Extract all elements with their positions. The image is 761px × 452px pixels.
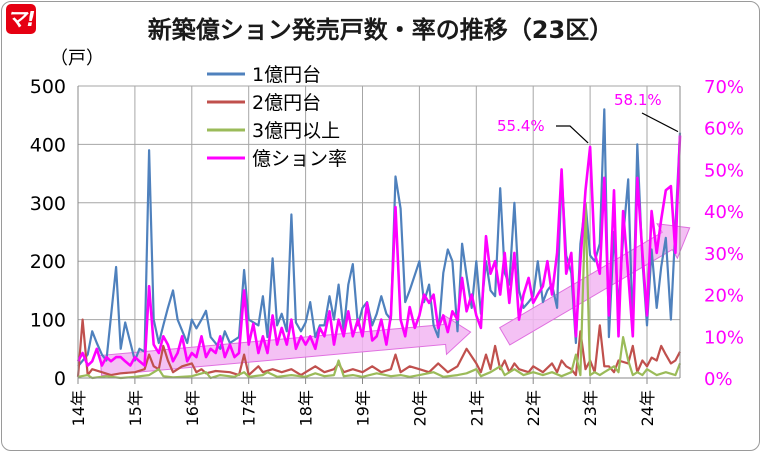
x-tick-label: 23年 [581, 390, 600, 426]
y-tick-label: 0 [54, 368, 66, 390]
annotation-label: 58.1% [614, 91, 662, 109]
annotation-label: 55.4% [497, 117, 545, 135]
y-tick-label: 200 [30, 251, 66, 273]
x-tick-label: 15年 [126, 390, 145, 426]
x-tick-label: 20年 [410, 390, 429, 426]
y2-tick-label: 50% [704, 160, 744, 181]
y-unit-label: （戸） [50, 48, 104, 69]
y2-tick-label: 40% [704, 202, 744, 223]
x-tick-label: 18年 [297, 390, 316, 426]
legend-label: 2億円台 [252, 92, 321, 114]
y2-tick-label: 0% [704, 369, 733, 390]
chart-title: 新築億ション発売戸数・率の推移（23区） [147, 16, 614, 44]
y2-tick-label: 10% [704, 327, 744, 348]
y-tick-label: 400 [30, 134, 66, 156]
series-line-3 [77, 201, 682, 380]
brand-logo: マ! [6, 4, 36, 34]
legend-label: 3億円以上 [252, 120, 340, 142]
x-tick-label: 22年 [524, 390, 543, 426]
annotation-leader [641, 112, 679, 133]
x-tick-label: 16年 [183, 390, 202, 426]
x-tick-label: 24年 [638, 390, 657, 426]
x-tick-label: 19年 [353, 390, 372, 426]
y-tick-label: 300 [30, 193, 66, 215]
annotations: 55.4% 58.1% [497, 91, 679, 144]
series-lines [76, 108, 682, 380]
axes: 0 100 200 300 400 500 14年 15年 16年 17年 18年 19年 20年 21年… [30, 48, 744, 426]
series-line-2 [76, 318, 681, 377]
legend-label: 1億円台 [252, 64, 321, 86]
legend-label: 億ション率 [252, 148, 347, 170]
y-tick-label: 100 [30, 310, 66, 332]
x-tick-label: 17年 [240, 390, 259, 426]
x-tick-label: 21年 [467, 390, 486, 426]
y2-tick-label: 60% [704, 119, 744, 140]
series-line-4 [76, 135, 682, 367]
y2-tick-label: 20% [704, 286, 744, 307]
annotation-leader [556, 125, 589, 144]
y2-tick-label: 70% [704, 77, 744, 98]
y-tick-label: 500 [30, 76, 66, 98]
x-tick-label: 14年 [69, 390, 88, 426]
y2-tick-label: 30% [704, 244, 744, 265]
